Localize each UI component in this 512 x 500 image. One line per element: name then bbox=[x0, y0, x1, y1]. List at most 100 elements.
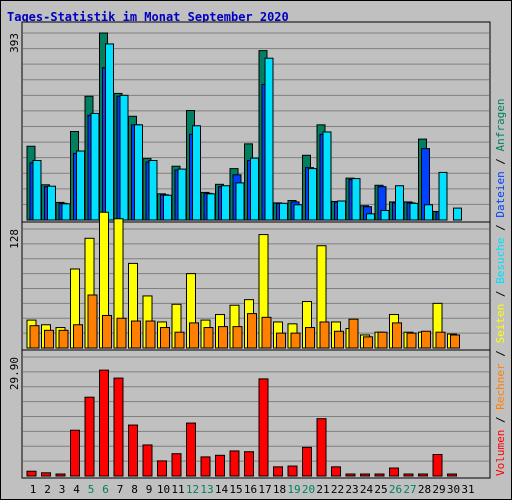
bar-rechner-day-24 bbox=[363, 336, 373, 349]
x-tick-label: 21 bbox=[316, 483, 329, 496]
bar-volumen-day-15 bbox=[229, 450, 240, 477]
y-max-label: 393 bbox=[8, 33, 21, 53]
bar-besuche-day-16 bbox=[250, 157, 259, 221]
x-tick-label: 5 bbox=[88, 483, 95, 496]
x-tick-label: 14 bbox=[215, 483, 229, 496]
x-tick-label: 17 bbox=[258, 483, 271, 496]
legend-item-rechner: Rechner bbox=[494, 363, 507, 410]
bar-volumen-day-6 bbox=[99, 369, 109, 477]
bar-rechner-day-27 bbox=[406, 332, 417, 349]
bar-rechner-day-12 bbox=[189, 322, 199, 349]
bar-volumen-day-12 bbox=[186, 422, 196, 477]
bar-volumen-day-22 bbox=[331, 466, 341, 477]
bar-besuche-day-14 bbox=[221, 185, 230, 221]
x-tick-label: 2 bbox=[44, 483, 51, 496]
bar-rechner-day-14 bbox=[218, 326, 228, 349]
x-tick-label: 16 bbox=[244, 483, 257, 496]
bar-besuche-day-23 bbox=[351, 178, 361, 221]
bar-besuche-day-4 bbox=[76, 150, 85, 221]
bar-volumen-day-28 bbox=[418, 473, 428, 477]
bar-rechner-day-15 bbox=[232, 326, 243, 349]
bar-volumen-day-19 bbox=[287, 465, 298, 477]
x-tick-label: 15 bbox=[229, 483, 242, 496]
bar-besuche-day-13 bbox=[206, 193, 216, 221]
panel-volume: 29.90 bbox=[8, 349, 491, 479]
bar-volumen-day-23 bbox=[345, 473, 356, 477]
x-tick-label: 9 bbox=[146, 483, 153, 496]
bar-volumen-day-13 bbox=[200, 456, 211, 477]
bar-volumen-day-10 bbox=[157, 460, 167, 477]
bar-rechner-day-21 bbox=[319, 321, 330, 349]
x-tick-label: 8 bbox=[131, 483, 138, 496]
bar-rechner-day-13 bbox=[203, 327, 214, 349]
bar-besuche-day-24 bbox=[366, 213, 375, 221]
chart-title: Tages-Statistik im Monat September 2020 bbox=[7, 10, 289, 24]
bar-volumen-day-27 bbox=[403, 473, 414, 477]
legend-item-seiten: Seiten bbox=[494, 304, 507, 344]
bar-besuche-day-30 bbox=[453, 207, 462, 221]
y-max-label: 128 bbox=[8, 229, 21, 249]
bar-volumen-day-4 bbox=[70, 429, 80, 477]
bar-volumen-day-16 bbox=[244, 451, 254, 477]
bar-rechner-day-5 bbox=[87, 294, 98, 349]
bar-volumen-day-14 bbox=[215, 454, 225, 477]
bar-rechner-day-19 bbox=[290, 332, 301, 349]
legend-item-anfragen: Anfragen bbox=[494, 98, 507, 151]
bar-rechner-day-8 bbox=[131, 320, 141, 349]
bar-besuche-day-26 bbox=[395, 185, 404, 221]
bar-besuche-day-18 bbox=[279, 202, 288, 221]
x-tick-label: 31 bbox=[461, 483, 474, 496]
bar-besuche-day-29 bbox=[438, 171, 448, 221]
bar-besuche-day-5 bbox=[90, 112, 100, 221]
bar-rechner-day-20 bbox=[305, 327, 315, 349]
bar-rechner-day-2 bbox=[44, 329, 54, 349]
x-tick-label: 28 bbox=[418, 483, 431, 496]
bar-rechner-day-29 bbox=[435, 331, 446, 349]
bar-rechner-day-16 bbox=[247, 313, 257, 349]
legend-separator: / bbox=[494, 344, 507, 364]
bar-besuche-day-7 bbox=[119, 94, 129, 221]
bar-volumen-day-5 bbox=[84, 396, 95, 477]
bar-besuche-day-28 bbox=[424, 204, 433, 221]
bar-besuche-day-1 bbox=[32, 160, 42, 221]
bar-rechner-day-28 bbox=[421, 330, 431, 349]
x-tick-label: 20 bbox=[302, 483, 315, 496]
x-tick-label: 4 bbox=[73, 483, 80, 496]
bar-volumen-day-1 bbox=[26, 470, 37, 477]
bar-besuche-day-17 bbox=[264, 57, 274, 221]
bar-volumen-day-25 bbox=[374, 473, 385, 477]
x-tick-label: 6 bbox=[102, 483, 109, 496]
x-tick-label: 25 bbox=[374, 483, 387, 496]
x-tick-label: 7 bbox=[117, 483, 124, 496]
bar-volumen-day-7 bbox=[113, 377, 124, 477]
x-tick-label: 12 bbox=[186, 483, 199, 496]
bar-rechner-day-11 bbox=[174, 331, 185, 349]
bar-volumen-day-30 bbox=[447, 473, 457, 477]
legend-separator: / bbox=[494, 410, 507, 430]
bar-volumen-day-21 bbox=[316, 418, 327, 477]
bar-volumen-day-24 bbox=[360, 473, 370, 477]
x-tick-label: 24 bbox=[360, 483, 374, 496]
bar-rechner-day-7 bbox=[116, 317, 127, 349]
bar-volumen-day-29 bbox=[432, 454, 443, 477]
bar-volumen-day-11 bbox=[171, 453, 182, 477]
bar-volumen-day-17 bbox=[258, 378, 269, 477]
bar-besuche-day-10 bbox=[163, 194, 172, 221]
bar-besuche-day-6 bbox=[105, 43, 114, 221]
bar-rechner-day-9 bbox=[145, 320, 156, 349]
x-tick-label: 11 bbox=[171, 483, 184, 496]
legend-item-dateien: Dateien bbox=[494, 171, 507, 217]
bar-volumen-day-18 bbox=[273, 466, 283, 477]
bar-volumen-day-3 bbox=[55, 473, 66, 477]
bar-rechner-day-10 bbox=[160, 327, 170, 349]
bar-rechner-day-6 bbox=[102, 314, 112, 349]
bar-volumen-day-2 bbox=[41, 472, 51, 477]
bar-besuche-day-11 bbox=[177, 168, 187, 221]
bar-volumen-day-9 bbox=[142, 444, 153, 477]
bar-besuche-day-19 bbox=[293, 204, 303, 221]
x-tick-label: 3 bbox=[59, 483, 66, 496]
x-tick-label: 18 bbox=[273, 483, 286, 496]
bar-rechner-day-18 bbox=[276, 332, 286, 349]
x-tick-label: 13 bbox=[200, 483, 213, 496]
panel-hits: 393 bbox=[8, 21, 491, 223]
